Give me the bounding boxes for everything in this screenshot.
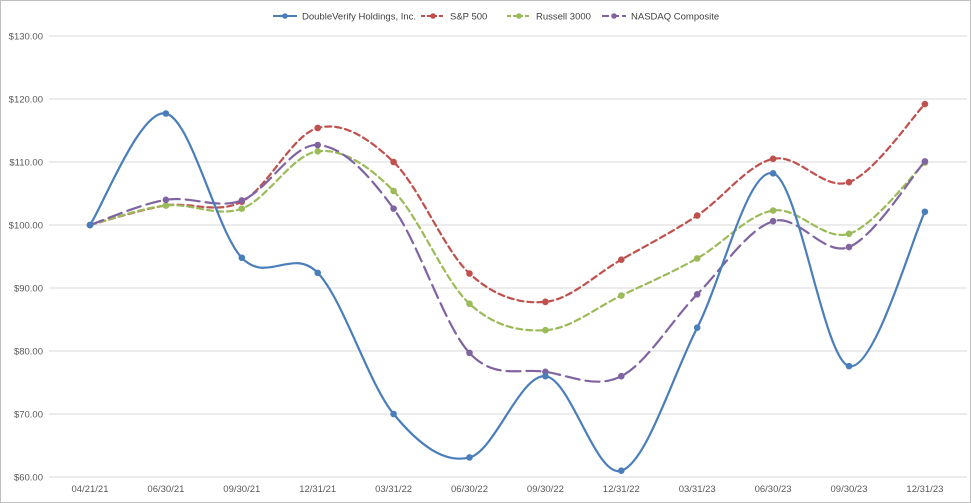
y-tick-label: $70.00 [14,410,43,421]
y-tick-label: $120.00 [9,95,43,106]
data-point-nasdaq-composite-1 [162,196,170,204]
data-point-nasdaq-composite-9 [769,217,777,225]
data-point-s-p-500-3 [314,124,322,132]
data-point-doubleverify-holdings-inc-5 [466,454,473,461]
data-point-doubleverify-holdings-inc-3 [314,269,322,277]
legend-item-doubleverify-holdings-inc[interactable]: DoubleVerify Holdings, Inc. [273,12,416,23]
x-axis: 04/21/21 06/30/21 09/30/21 12/31/21 03/31/22… [72,484,944,495]
y-tick-label: $90.00 [14,284,43,295]
data-point-nasdaq-composite-5 [466,349,473,357]
y-tick-label: $110.00 [9,158,43,169]
data-point-russell-3000-8 [693,255,701,262]
data-point-s-p-500-11 [921,100,929,108]
data-point-russell-3000-5 [466,300,473,308]
x-tick-label: 03/31/22 [375,484,412,495]
x-tick-label: 12/31/23 [906,484,943,495]
x-tick-label: 12/31/21 [299,484,336,495]
legend-label: DoubleVerify Holdings, Inc. [302,12,416,23]
data-point-russell-3000-3 [314,147,322,155]
x-tick-label: 09/30/23 [831,484,868,495]
data-point-s-p-500-9 [769,155,777,163]
data-point-russell-3000-4 [390,187,397,195]
legend-marker-russell-3000 [516,13,522,19]
legend-item-s-p-500[interactable]: S&P 500 [421,12,487,23]
data-point-russell-3000-2 [238,205,246,212]
data-point-doubleverify-holdings-inc-2 [238,254,246,262]
x-tick-label: 09/30/22 [527,484,564,495]
legend-item-nasdaq-composite[interactable]: NASDAQ Composite [602,12,719,23]
series-line-russell-3000 [88,149,926,332]
y-axis: $60.00 $70.00 $80.00 $90.00 $100.00 $110.00 $1… [9,32,43,484]
legend-marker-doubleverify-holdings-inc [282,13,288,19]
legend-label: Russell 3000 [536,12,591,23]
data-point-s-p-500-5 [466,270,473,277]
gridlines [49,35,967,478]
data-point-s-p-500-7 [618,256,625,263]
y-tick-label: $80.00 [14,347,43,358]
data-point-nasdaq-composite-3 [314,141,322,149]
data-point-doubleverify-holdings-inc-11 [921,208,929,216]
data-point-russell-3000-10 [845,230,853,238]
data-point-s-p-500-8 [693,212,701,219]
y-tick-label: $130.00 [9,32,43,43]
data-point-s-p-500-6 [542,298,549,306]
legend-label: NASDAQ Composite [631,12,719,23]
data-point-doubleverify-holdings-inc-10 [845,362,853,370]
data-point-doubleverify-holdings-inc-1 [162,110,170,117]
x-tick-label: 06/30/22 [451,484,488,495]
x-tick-label: 04/21/21 [72,484,109,495]
x-tick-label: 06/30/21 [147,484,184,495]
series-russell-3000 [86,147,929,334]
data-point-nasdaq-composite-11 [921,158,929,165]
x-tick-label: 06/30/23 [755,484,792,495]
data-point-s-p-500-10 [845,178,853,186]
data-point-russell-3000-1 [162,202,170,209]
series-line-doubleverify-holdings-inc [88,112,926,472]
legend-item-russell-3000[interactable]: Russell 3000 [507,12,591,23]
legend-label: S&P 500 [450,12,487,23]
x-tick-label: 03/31/23 [679,484,716,495]
y-tick-label: $60.00 [14,473,43,484]
data-point-russell-3000-7 [618,292,625,299]
data-point-russell-3000-6 [542,326,549,334]
data-point-doubleverify-holdings-inc-6 [542,372,549,380]
data-point-doubleverify-holdings-inc-8 [693,324,701,331]
data-point-s-p-500-4 [390,158,397,166]
data-point-russell-3000-9 [769,207,777,214]
series-lines [86,100,929,475]
legend-marker-s-p-500 [430,13,436,19]
series-nasdaq-composite [86,141,929,383]
data-point-nasdaq-composite-2 [238,197,246,204]
data-point-nasdaq-composite-10 [845,243,853,251]
y-tick-label: $100.00 [9,221,43,232]
series-line-nasdaq-composite [88,143,926,383]
data-point-doubleverify-holdings-inc-0 [86,221,94,229]
data-point-doubleverify-holdings-inc-4 [390,410,397,418]
legend[interactable]: DoubleVerify Holdings, Inc. S&P 500 Russel… [273,12,719,23]
data-point-doubleverify-holdings-inc-7 [618,467,625,475]
legend-marker-nasdaq-composite [611,13,617,19]
data-point-doubleverify-holdings-inc-9 [769,170,777,177]
x-tick-label: 12/31/22 [603,484,640,495]
data-point-nasdaq-composite-7 [618,372,625,380]
x-tick-label: 09/30/21 [223,484,260,495]
data-point-nasdaq-composite-8 [693,291,701,298]
data-point-nasdaq-composite-4 [390,205,397,212]
series-doubleverify-holdings-inc [86,110,929,475]
